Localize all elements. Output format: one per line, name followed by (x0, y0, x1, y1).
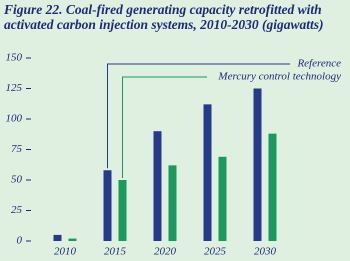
legend-label: Mercury control technology (217, 71, 341, 83)
chart-title: Figure 22. Coal-fired generating capacit… (4, 2, 324, 32)
bar (168, 165, 177, 241)
x-tick-label: 2030 (254, 246, 277, 258)
bar (203, 104, 212, 241)
y-tick-label: 100 (6, 113, 23, 125)
y-tick-label: 150 (6, 52, 23, 64)
bar (268, 133, 277, 241)
y-tick-label: 50 (11, 174, 23, 186)
bar (253, 88, 262, 241)
bar (118, 180, 127, 241)
bar (68, 238, 77, 241)
y-tick-label: 0 (17, 235, 23, 247)
x-tick-label: 2020 (154, 246, 177, 258)
x-tick-label: 2025 (204, 246, 227, 258)
y-tick-label: 25 (11, 204, 23, 216)
bar (53, 234, 62, 241)
bar (153, 131, 162, 241)
x-tick-label: 2010 (54, 246, 77, 258)
bar (103, 170, 112, 241)
legend-leader (107, 63, 290, 169)
legend-leader (122, 76, 207, 178)
y-tick-label: 75 (11, 143, 23, 155)
y-tick-label: 125 (6, 82, 23, 94)
bar (218, 156, 227, 241)
x-tick-label: 2015 (104, 246, 127, 258)
legend-label: Reference (296, 58, 341, 70)
